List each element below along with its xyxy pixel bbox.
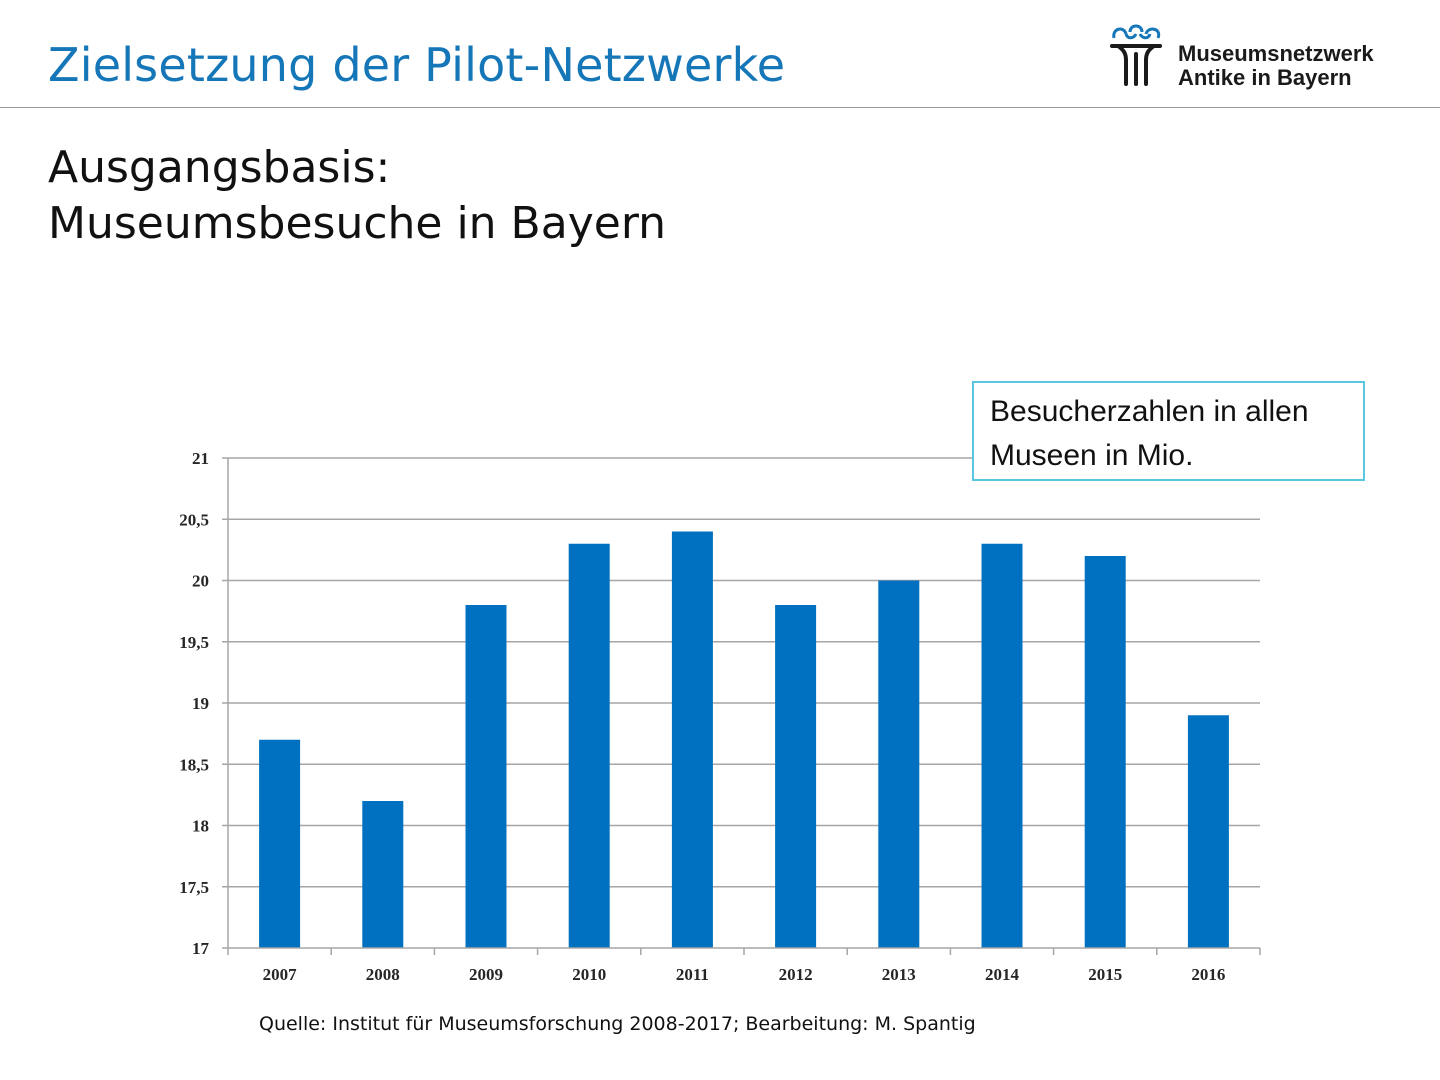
y-tick-label: 20 bbox=[192, 572, 209, 591]
source-note: Quelle: Institut für Museumsforschung 20… bbox=[259, 1013, 976, 1035]
y-tick-label: 18 bbox=[192, 817, 209, 836]
bar-2013 bbox=[878, 580, 920, 948]
x-tick-label: 2011 bbox=[676, 965, 709, 984]
bar-2009 bbox=[465, 605, 507, 948]
caption-line-1: Besucherzahlen in allen bbox=[990, 395, 1309, 428]
chart-caption-box: Besucherzahlen in allen Museen in Mio. bbox=[972, 381, 1365, 481]
page-title: Zielsetzung der Pilot-Netzwerke bbox=[48, 38, 786, 92]
logo-text: Museumsnetzwerk Antike in Bayern bbox=[1178, 42, 1374, 90]
logo-line-1: Museumsnetzwerk bbox=[1178, 41, 1374, 66]
header-divider bbox=[0, 107, 1440, 108]
bar-2011 bbox=[671, 531, 713, 948]
heading-line-2: Museumsbesuche in Bayern bbox=[48, 198, 667, 249]
x-tick-label: 2013 bbox=[882, 965, 916, 984]
x-tick-label: 2015 bbox=[1088, 965, 1122, 984]
x-tick-label: 2008 bbox=[366, 965, 400, 984]
bar-2015 bbox=[1084, 556, 1126, 948]
y-tick-label: 17,5 bbox=[179, 878, 209, 897]
y-tick-label: 19,5 bbox=[179, 633, 209, 652]
bar-2007 bbox=[259, 739, 301, 948]
x-tick-label: 2012 bbox=[779, 965, 813, 984]
y-tick-label: 19 bbox=[192, 694, 209, 713]
x-tick-label: 2014 bbox=[985, 965, 1020, 984]
brand-logo: Museumsnetzwerk Antike in Bayern bbox=[1108, 24, 1418, 94]
bar-2014 bbox=[981, 543, 1023, 948]
museum-column-icon bbox=[1110, 24, 1162, 86]
slide-heading: Ausgangsbasis: Museumsbesuche in Bayern bbox=[48, 140, 666, 252]
chart-bars bbox=[259, 531, 1229, 948]
bar-2016 bbox=[1187, 715, 1229, 948]
x-tick-label: 2007 bbox=[263, 965, 298, 984]
heading-line-1: Ausgangsbasis: bbox=[48, 142, 391, 193]
bar-2008 bbox=[362, 801, 404, 948]
chart-axes bbox=[222, 457, 1261, 955]
logo-line-2: Antike in Bayern bbox=[1178, 65, 1352, 90]
x-tick-label: 2016 bbox=[1191, 965, 1225, 984]
y-tick-label: 17 bbox=[192, 939, 210, 958]
y-tick-label: 20,5 bbox=[179, 510, 209, 529]
caption-line-2: Museen in Mio. bbox=[990, 439, 1194, 472]
y-tick-label: 21 bbox=[192, 449, 209, 468]
x-tick-label: 2009 bbox=[469, 965, 503, 984]
x-tick-label: 2010 bbox=[572, 965, 606, 984]
bar-2010 bbox=[568, 543, 610, 948]
bar-2012 bbox=[775, 605, 817, 948]
chart-labels: 17 17,5 18 18,5 19 19,5 20 20,5 21 2007 2008 2009 20… bbox=[179, 449, 1225, 984]
y-tick-label: 18,5 bbox=[179, 755, 209, 774]
